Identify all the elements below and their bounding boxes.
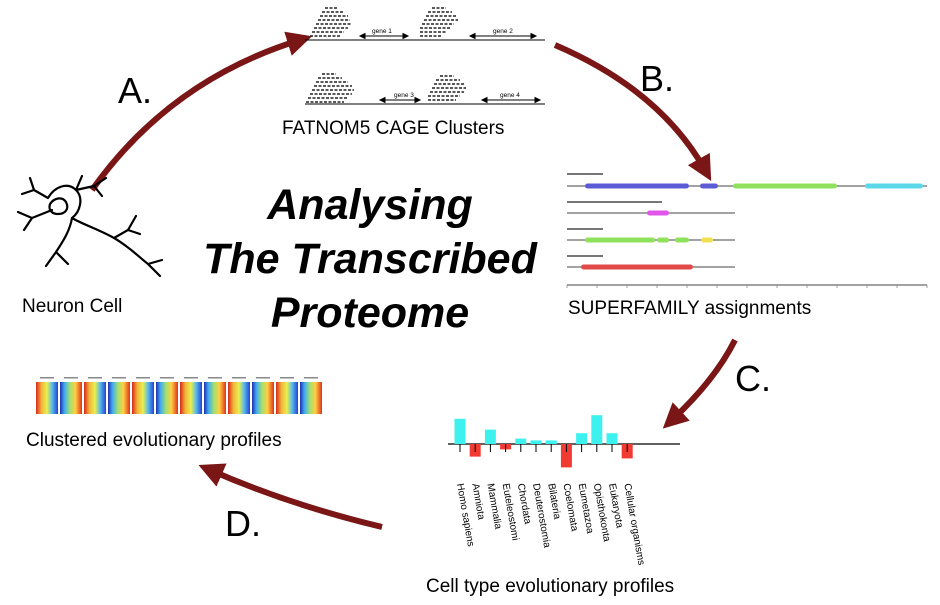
taxon-label: Amniota: [469, 483, 486, 521]
title-line-3: Proteome: [270, 289, 470, 337]
profiles-caption: Cell type evolutionary profiles: [426, 576, 675, 597]
gene-2-label: gene 2: [493, 28, 513, 35]
arrow-a: [89, 31, 313, 192]
title-line-1: Analysing: [267, 181, 473, 229]
arrow-c: [662, 338, 738, 429]
profile-bar: [591, 415, 603, 444]
clustered-caption: Clustered evolutionary profiles: [26, 430, 282, 451]
profile-bar: [606, 433, 618, 444]
superfamily-caption: SUPERFAMILY assignments: [568, 298, 812, 319]
cage-caption: FATNOM5 CAGE Clusters: [282, 118, 505, 139]
profile-bar: [515, 438, 527, 444]
gene-3-label: gene 3: [394, 92, 414, 99]
arrow-d: [198, 463, 383, 530]
taxon-label: Bilateria: [545, 483, 562, 521]
profile-bar: [576, 433, 588, 444]
step-b-label: B.: [640, 58, 675, 99]
main-title: Analysing The Transcribed Proteome: [160, 178, 580, 340]
profile-bar: [545, 440, 557, 444]
profile-bar: [560, 444, 572, 468]
gene-1-label: gene 1: [372, 28, 392, 35]
clustered-heatmaps: [36, 377, 322, 414]
taxon-label: Mammalia: [484, 483, 503, 531]
neuron-illustration: [16, 174, 164, 278]
profile-bar: [530, 440, 542, 444]
step-a-label: A.: [118, 70, 153, 111]
profile-bar: [484, 429, 496, 444]
arrow-b: [553, 42, 712, 181]
gene-4-label: gene 4: [500, 92, 520, 99]
cage-clusters-illustration: gene 1 gene 2 gene 3 gene 4: [305, 7, 545, 105]
neuron-caption: Neuron Cell: [22, 296, 123, 317]
title-line-2: The Transcribed: [203, 235, 537, 283]
superfamily-illustration: [566, 173, 928, 288]
evolutionary-profile-chart: Homo sapiensAmniotaMammaliaEuteleostomiC…: [448, 415, 680, 566]
profile-bar: [454, 418, 466, 444]
step-c-label: C.: [735, 358, 771, 399]
step-d-label: D.: [225, 503, 261, 544]
